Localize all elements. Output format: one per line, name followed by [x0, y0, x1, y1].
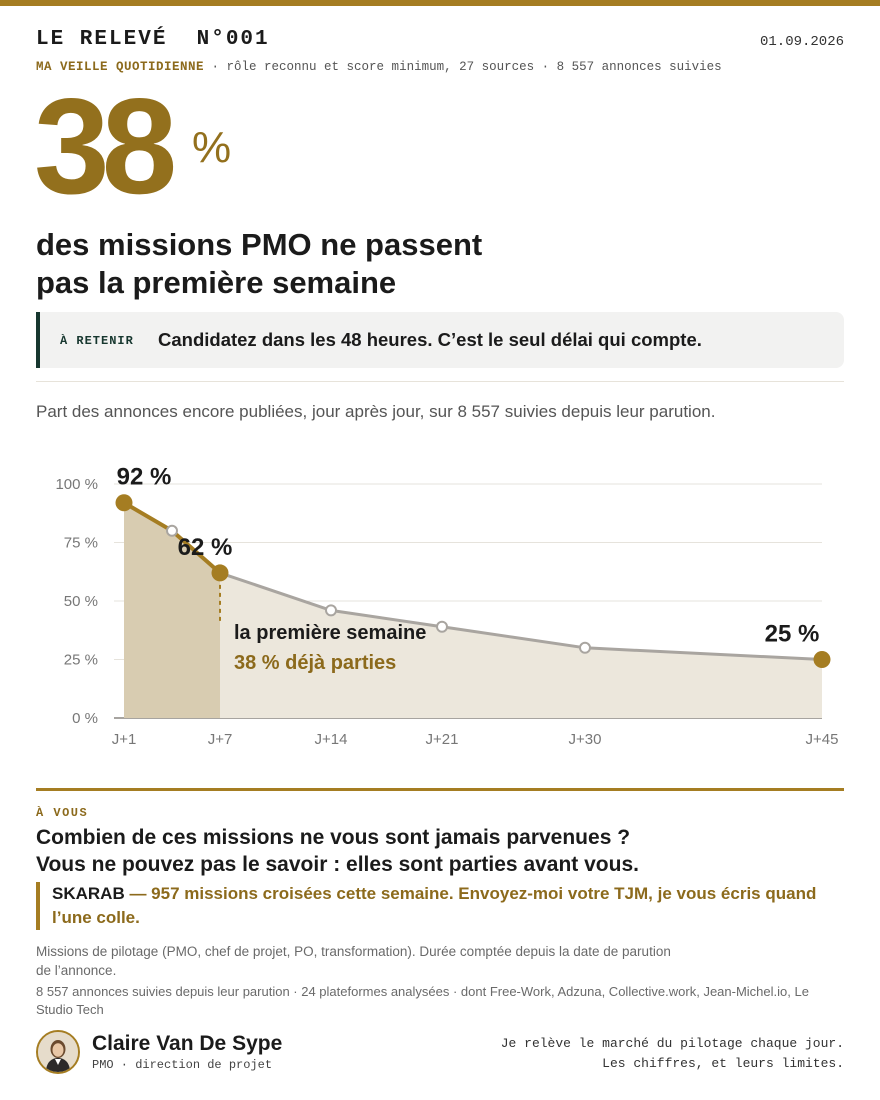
footnote-scope: Missions de pilotage (PMO, chef de proje…	[36, 944, 671, 978]
section-label: À VOUS	[36, 806, 89, 820]
masthead-title: LE RELEVÉ N°001	[36, 28, 270, 51]
headline: des missions PMO ne passent pas la premi…	[36, 226, 736, 302]
headline-line-2: pas la première semaine	[36, 265, 397, 300]
data-label: 92 %	[117, 464, 172, 491]
x-tick-label: J+1	[112, 731, 137, 748]
kicker-label: MA VEILLE QUOTIDIENNE	[36, 60, 205, 74]
y-tick-label: 50 %	[64, 593, 98, 610]
y-tick-label: 25 %	[64, 652, 98, 669]
chart-points	[115, 494, 831, 668]
hero-percent-sign: %	[192, 123, 232, 172]
tagline-line-1: Je relève le marché du pilotage chaque j…	[500, 1036, 844, 1051]
author-role: PMO · direction de projet	[92, 1058, 273, 1072]
first-week-highlight	[124, 502, 220, 718]
data-point-highlight	[813, 651, 831, 668]
x-tick-label: J+21	[426, 731, 459, 748]
area-fill	[124, 502, 822, 718]
tagline-line-2: Les chiffres, et leurs limites.	[602, 1056, 844, 1071]
chart-area	[124, 502, 822, 718]
x-tick-label: J+45	[806, 731, 839, 748]
hero-number: 38	[34, 70, 177, 222]
author-avatar	[36, 1030, 80, 1074]
data-point-highlight	[115, 494, 133, 512]
annotation-line-1: la première semaine	[234, 622, 426, 644]
masthead-details: · rôle reconnu et score minimum, 27 sour…	[204, 60, 722, 74]
callout-label: À RETENIR	[60, 334, 134, 348]
x-tick-label: J+30	[569, 731, 602, 748]
chart-caption: Part des annonces encore publiées, jour …	[36, 402, 716, 421]
question-block: Combien de ces missions ne vous sont jam…	[36, 824, 844, 878]
top-accent-bar	[0, 0, 880, 6]
annotation-line-2: 38 % déjà parties	[234, 652, 396, 674]
issue-date: 01.09.2026	[759, 34, 844, 50]
y-tick-label: 100 %	[55, 476, 98, 493]
masthead-subline: MA VEILLE QUOTIDIENNE · rôle reconnu et …	[36, 60, 722, 74]
data-point	[166, 524, 178, 537]
data-point-highlight	[211, 564, 229, 582]
key-takeaway-callout: À RETENIR Candidatez dans les 48 heures.…	[36, 312, 844, 368]
data-label: 25 %	[765, 621, 820, 648]
divider	[36, 381, 844, 382]
cta-brand: SKARAB	[52, 884, 125, 903]
avatar-portrait-icon	[38, 1032, 78, 1072]
x-tick-label: J+7	[208, 731, 233, 748]
question-line-1: Combien de ces missions ne vous sont jam…	[36, 826, 631, 849]
survival-chart: 0 % 25 % 50 % 75 % 100 % J+1 J+7 J+14 J+21 J+30 J+…	[55, 464, 839, 748]
author-name: Claire Van De Sype	[92, 1032, 283, 1055]
cta-text: — 957 missions croisées cette semaine. E…	[52, 884, 817, 927]
footnote-sources: 8 557 annonces suivies depuis leur parut…	[36, 984, 809, 1017]
question-line-2: Vous ne pouvez pas le savoir : elles son…	[36, 853, 639, 876]
y-tick-label: 0 %	[72, 710, 98, 727]
data-point	[325, 604, 337, 617]
section-divider	[36, 788, 844, 791]
headline-line-1: des missions PMO ne passent	[36, 227, 483, 262]
x-tick-label: J+14	[315, 731, 348, 748]
call-to-action: SKARAB — 957 missions croisées cette sem…	[36, 882, 826, 930]
data-point	[436, 620, 448, 633]
chart-labels: 92 % 62 % 25 % la première semaine 38 % déjà…	[117, 464, 820, 674]
callout-text: Candidatez dans les 48 heures. C’est le …	[158, 329, 702, 350]
y-tick-label: 75 %	[64, 535, 98, 552]
data-point	[579, 641, 591, 654]
data-label: 62 %	[178, 534, 233, 561]
author-tagline: Je relève le marché du pilotage chaque j…	[501, 1034, 844, 1074]
